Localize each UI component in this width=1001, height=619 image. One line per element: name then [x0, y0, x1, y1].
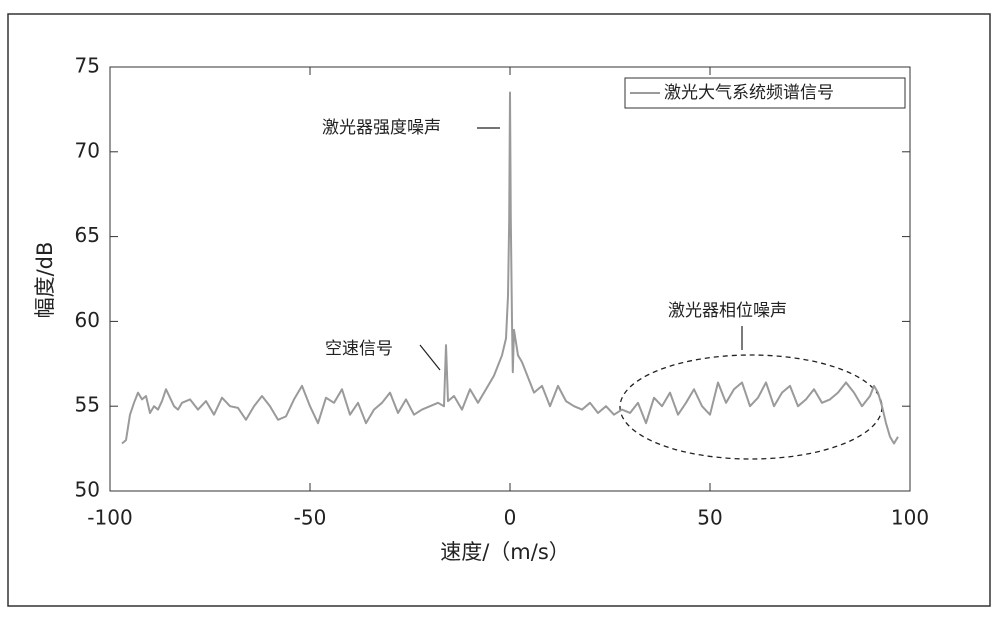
y-tick-label: 70 — [75, 138, 100, 162]
x-tick-label: -100 — [87, 506, 132, 530]
y-axis-label: 幅度/dB — [33, 242, 57, 319]
y-tick-label: 50 — [75, 478, 100, 502]
annotation: 空速信号 — [325, 339, 393, 359]
data-line — [121, 91, 899, 445]
x-tick-label: 0 — [504, 506, 517, 530]
frame — [7, 13, 991, 607]
annotation: 激光器强度噪声 — [322, 118, 441, 138]
x-axis-label: 速度/（m/s） — [440, 540, 570, 564]
legend — [624, 77, 906, 109]
y-tick-label: 55 — [75, 393, 100, 417]
y-tick-label: 60 — [75, 308, 100, 332]
highlight-ellipse — [619, 354, 883, 460]
x-tick-label: -50 — [294, 506, 327, 530]
y-tick-label: 75 — [75, 54, 100, 78]
x-tick-label: 50 — [697, 506, 722, 530]
annotation-line — [419, 344, 441, 371]
y-tick-label: 65 — [75, 223, 100, 247]
annotation: 激光器相位噪声 — [668, 301, 787, 321]
legend-label: 激光大气系统频谱信号 — [664, 83, 834, 103]
x-tick-label: 100 — [891, 506, 929, 530]
